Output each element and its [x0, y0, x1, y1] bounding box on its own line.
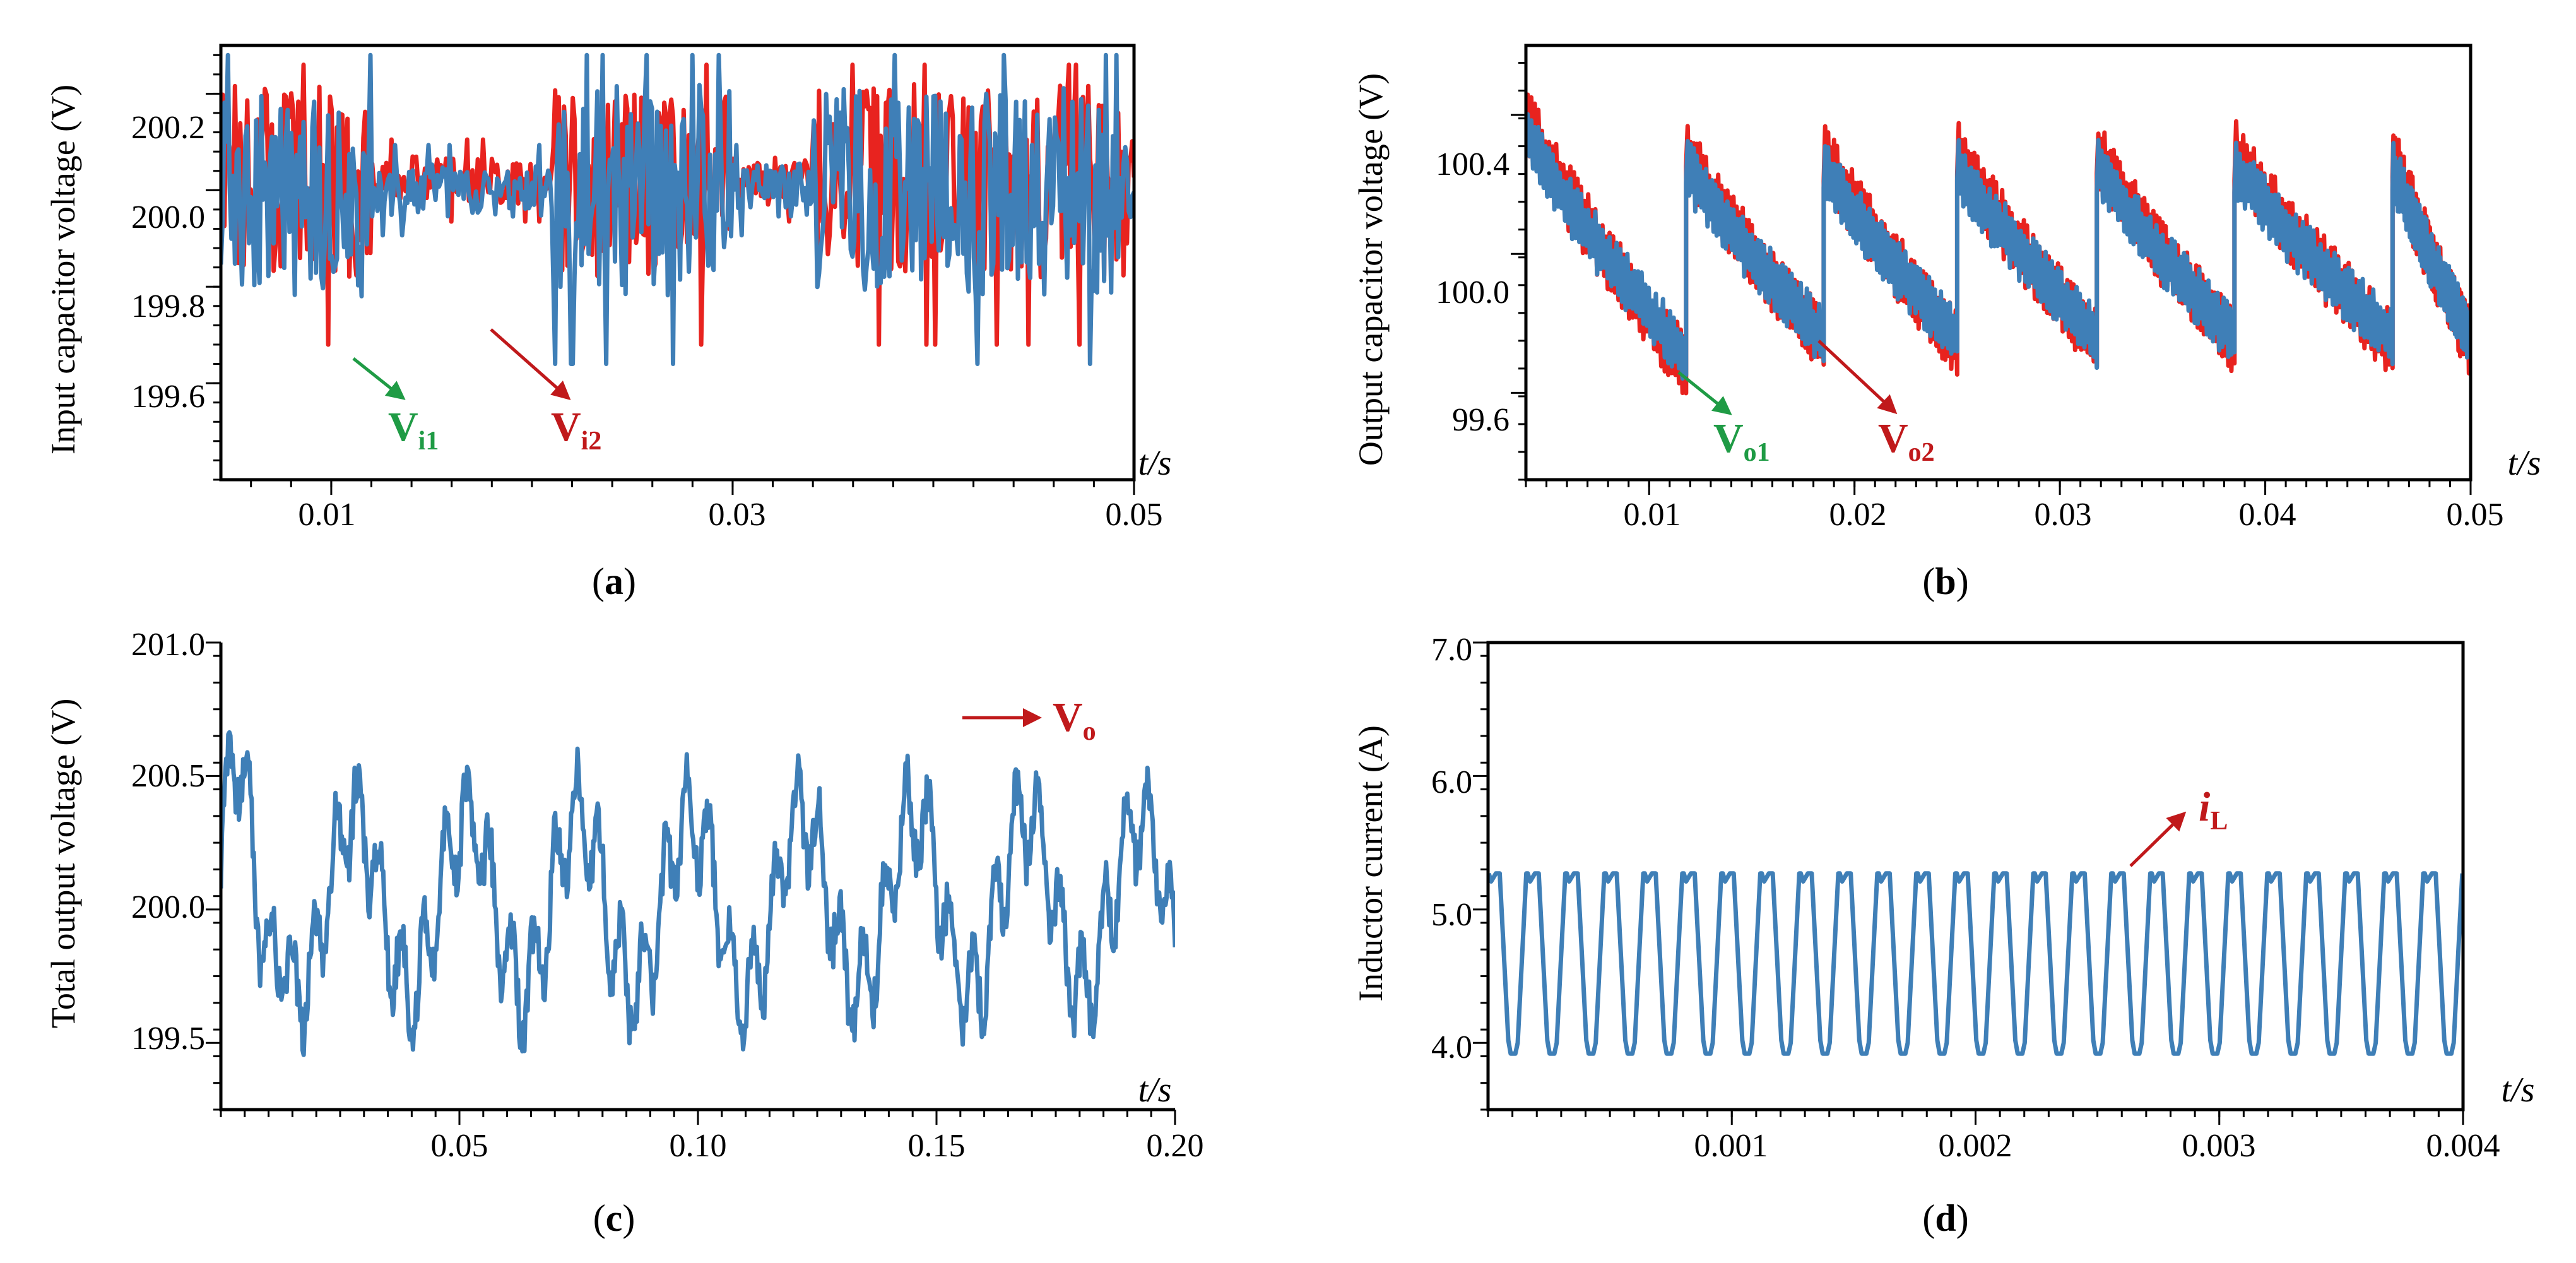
panel-d-ticks	[1473, 641, 2464, 1125]
panel-c-xlabel: t/s	[1138, 1070, 1172, 1110]
panel-a-ytick-label: 200.0	[131, 199, 205, 235]
callout-il-label: iL	[2199, 784, 2228, 836]
panel-d-xtick-label: 0.004	[2426, 1128, 2500, 1164]
panel-b-ylabel: Output capacitor voltage (V)	[1352, 73, 1390, 466]
panel-a-xtick-label: 0.03	[709, 497, 766, 533]
callout-vo2-arrow	[1817, 340, 1898, 415]
callout-vi1-label: Vi1	[388, 404, 439, 456]
panel-c-ytick-label: 201.0	[131, 627, 205, 663]
panel-c-data-area	[221, 730, 1175, 1057]
panel-c-xtick-label: 0.10	[670, 1128, 727, 1164]
panel-a-ticks	[206, 54, 1135, 495]
callout-vo2: Vo2	[1817, 340, 1935, 467]
panel-a-xtick-label: 0.01	[298, 497, 356, 533]
callout-il-arrow	[2129, 811, 2187, 867]
callout-vi1-arrow	[352, 357, 406, 400]
panel-a-data-area	[221, 52, 1134, 366]
panel-d-xtick-label: 0.001	[1694, 1128, 1768, 1164]
panel-b-caption: (b)	[1922, 560, 1968, 602]
panel-d-ytick-label: 5.0	[1431, 897, 1472, 933]
panel-b-ytick-label: 99.6	[1452, 402, 1510, 438]
panel-a: Input capacitor voltage (V) 200.2 200.0 …	[44, 44, 1172, 602]
panel-c-xtick-label: 0.05	[431, 1128, 488, 1164]
panel-d-xtick-label: 0.003	[2182, 1128, 2256, 1164]
panel-d-xtick-label: 0.002	[1939, 1128, 2012, 1164]
panel-c-ytick-label: 200.0	[131, 889, 205, 925]
series-line-il	[1488, 871, 2463, 1056]
panel-b-xtick-label: 0.01	[1624, 497, 1681, 533]
series-line-vo1	[1526, 112, 2471, 381]
panel-d-ytick-label: 7.0	[1431, 632, 1472, 668]
panel-b-xtick-label: 0.05	[2447, 497, 2504, 533]
panel-a-xtick-label: 0.05	[1106, 497, 1163, 533]
series-line-vo	[221, 730, 1175, 1057]
panel-b-ytick-label: 100.4	[1436, 146, 1510, 182]
callout-vi2-arrow	[490, 328, 571, 400]
panel-d: Inductor current (A) 7.0 6.0 5.0 4.0 0.0…	[1352, 632, 2534, 1239]
panel-c-ytick-label: 199.5	[131, 1021, 205, 1057]
panel-a-ytick-label: 200.2	[131, 110, 205, 146]
panel-d-data-area	[1488, 871, 2463, 1056]
callout-vo1-arrow	[1677, 371, 1732, 415]
callout-vi2: Vi2	[490, 328, 601, 456]
panel-d-ytick-label: 4.0	[1431, 1029, 1472, 1065]
panel-a-xlabel: t/s	[1138, 444, 1172, 483]
panel-a-plot	[221, 52, 1134, 366]
callout-vi2-label: Vi2	[551, 404, 601, 456]
series-line-vi1	[221, 52, 1134, 366]
panel-c-caption: (c)	[593, 1197, 635, 1239]
panel-c-ylabel: Total output voltage (V)	[44, 699, 82, 1029]
panel-d-ytick-label: 6.0	[1431, 764, 1472, 800]
callout-vo1: Vo1	[1677, 371, 1770, 467]
panel-b-xlabel: t/s	[2508, 444, 2541, 483]
callout-vo: Vo	[962, 694, 1096, 746]
callout-vo1-label: Vo1	[1713, 415, 1770, 467]
panel-a-frame	[219, 44, 1136, 482]
panel-d-ylabel: Inductor current (A)	[1352, 725, 1390, 1002]
panel-b-xtick-label: 0.03	[2035, 497, 2092, 533]
panel-c-ytick-label: 200.5	[131, 758, 205, 794]
callout-il: iL	[2129, 784, 2228, 867]
panel-b-xtick-label: 0.02	[1829, 497, 1887, 533]
panel-b-xtick-label: 0.04	[2239, 497, 2296, 533]
panel-b-data-area	[1526, 92, 2471, 396]
panel-d-xlabel: t/s	[2502, 1070, 2535, 1110]
panel-a-ylabel: Input capacitor voltage (V)	[44, 85, 82, 454]
panel-c-xtick-label: 0.20	[1147, 1128, 1204, 1164]
panel-d-caption: (d)	[1922, 1197, 1968, 1239]
panel-c-ticks	[206, 641, 1176, 1125]
panel-a-ytick-label: 199.6	[131, 379, 205, 415]
panel-c-xtick-label: 0.15	[908, 1128, 966, 1164]
panel-b: Output capacitor voltage (V) 100.4 100.0…	[1352, 44, 2541, 602]
callout-vo2-label: Vo2	[1878, 415, 1935, 467]
panel-a-caption: (a)	[592, 560, 636, 602]
callout-vi1: Vi1	[352, 357, 439, 456]
panel-b-ticks	[1511, 62, 2472, 495]
panel-c: Total output voltage (V) 201.0 200.5 200…	[44, 627, 1204, 1239]
panel-a-ytick-label: 199.8	[131, 288, 205, 324]
callout-vo-label: Vo	[1053, 694, 1096, 746]
panel-b-ytick-label: 100.0	[1436, 275, 1510, 311]
